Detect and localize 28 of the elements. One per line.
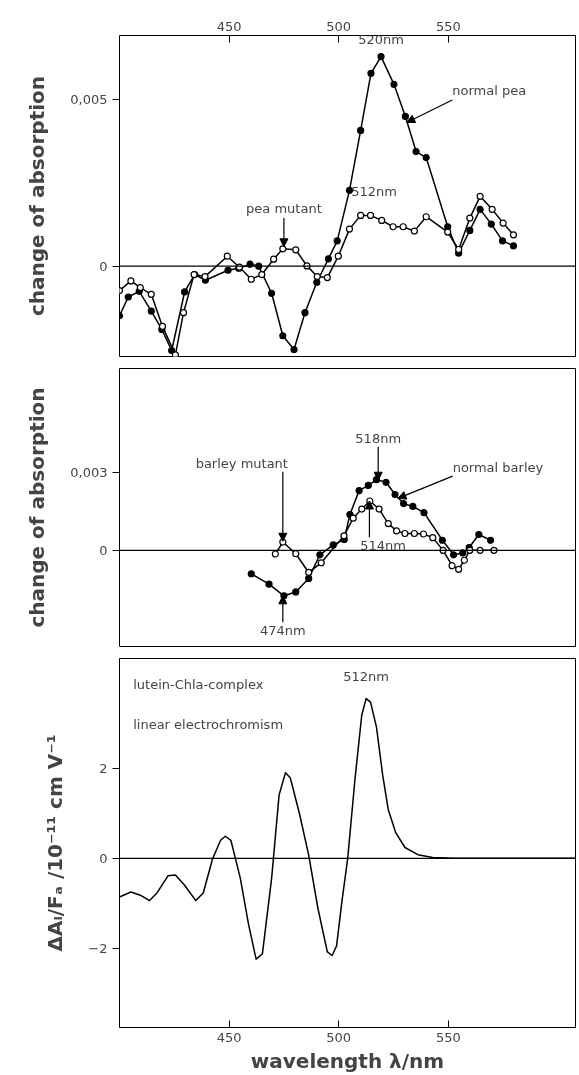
annotation: 518nm <box>355 431 402 447</box>
y-tick-label: 0,005 <box>70 91 108 107</box>
y-tick-label: 0 <box>99 542 108 558</box>
x-tick-label: 450 <box>216 1029 242 1045</box>
y-axis-title: change of absorption <box>25 387 50 628</box>
annotation: normal barley <box>452 460 544 476</box>
y-tick-label: 2 <box>99 760 108 776</box>
y-axis-title: ΔAₗ/Fₐ /10⁻¹¹ cm V⁻¹ <box>43 734 68 952</box>
annotation: lutein-Chla-complex <box>133 676 264 692</box>
y-tick-label: 0 <box>99 850 108 866</box>
annotation: barley mutant <box>195 455 288 471</box>
annotation: 474nm <box>259 623 306 639</box>
annotation: normal pea <box>452 82 527 98</box>
x-tick-label: 550 <box>435 1029 461 1045</box>
annotation: 512nm <box>351 184 398 200</box>
x-tick-label: 450 <box>216 18 242 34</box>
annotation: 514nm <box>360 537 406 553</box>
x-tick-label: 550 <box>435 18 461 34</box>
y-tick-label: 0 <box>99 258 108 274</box>
x-axis-title: wavelength λ/nm <box>250 1048 445 1073</box>
y-tick-label: −2 <box>88 940 108 956</box>
y-axis-title: change of absorption <box>25 75 50 317</box>
annotation: linear electrochromism <box>133 717 284 733</box>
annotation: pea mutant <box>246 200 322 216</box>
x-tick-label: 500 <box>326 1029 352 1045</box>
x-tick-label: 500 <box>326 18 352 34</box>
y-tick-label: 0,003 <box>70 464 108 480</box>
annotation: 512nm <box>343 668 389 684</box>
